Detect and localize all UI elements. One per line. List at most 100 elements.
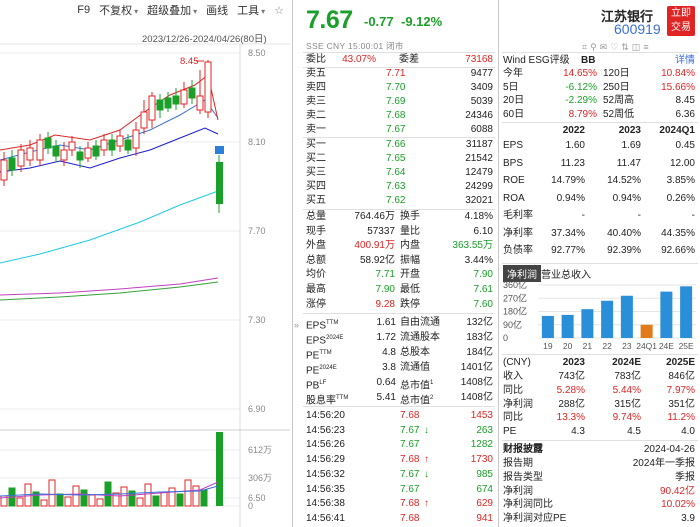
stat-label: 跌停 (400, 298, 420, 310)
kline-chart[interactable]: 2023/12/26-2024/04/26(80日) 8.50 8.10 7.70 7.… (0, 0, 290, 527)
y-tick-label: 270亿 (503, 292, 527, 303)
fin-value: 40.40% (607, 227, 641, 239)
volume-ma-line (0, 481, 219, 499)
financial-row: ROA 0.94% 0.94% 0.26% (503, 192, 697, 206)
x-tick-label: 20 (563, 341, 573, 351)
stat-row: 现手 57337 量比 6.10 (306, 225, 496, 239)
candle-body (44, 137, 52, 149)
financial-row: 毛利率 - - - (503, 209, 697, 223)
report-label: 报告期 (503, 458, 533, 469)
favorite-star-icon[interactable]: ☆ (274, 4, 284, 17)
report-value: 10.02% (661, 499, 695, 511)
trade-now-button[interactable]: 立即 交易 (667, 6, 695, 36)
candle-body (0, 159, 8, 181)
bar[interactable] (680, 286, 693, 338)
ask-label: 卖一 (306, 124, 326, 135)
fundamental-value: 1401亿 (460, 362, 493, 373)
x-tick-label: 23 (622, 341, 632, 351)
toolbar-icons[interactable]: ⌗⚲✉♡⇅◫≡ (582, 42, 652, 52)
tick-row: 14:56:41 7.68 941 (306, 512, 496, 526)
kline-chart-panel[interactable]: 2023/12/26-2024/04/26(80日) 8.50 8.10 7.70 7.… (0, 0, 290, 527)
tick-volume: 1282 (470, 439, 493, 451)
moving-average-line (0, 74, 219, 151)
bar[interactable] (541, 315, 554, 338)
ask-row: 卖四 7.70 3409 (306, 81, 496, 95)
candle-body (156, 99, 164, 111)
stock-code[interactable]: 600919 (614, 21, 661, 37)
candle-body (132, 129, 140, 149)
tools-dropdown[interactable]: 工具 (237, 2, 265, 18)
stock-name: 江苏银行 (601, 9, 654, 24)
bar[interactable] (620, 295, 633, 338)
bar[interactable] (561, 314, 574, 338)
panel-divider[interactable] (292, 0, 293, 527)
candle-body (26, 147, 34, 161)
report-date: 2024-04-26 (643, 444, 695, 455)
tick-time: 14:56:32 (306, 468, 345, 480)
financial-row: 负债率 92.77% 92.39% 92.66% (503, 244, 697, 258)
bar[interactable] (660, 291, 673, 338)
perf-value: -6.12% (565, 81, 597, 93)
fundamental-value: 1.61 (376, 317, 396, 328)
stat-label: 最高 (306, 284, 326, 295)
forecast-row: 净利润 288亿 315亿 351亿 (503, 398, 697, 412)
bid-price: 7.63 (386, 181, 406, 192)
fin-value: 92.77% (551, 245, 585, 256)
candle-body (8, 157, 16, 171)
stat-value: 9.28 (375, 298, 395, 310)
stat-label: 总额 (306, 254, 326, 266)
report-value: 3.9 (681, 513, 695, 525)
bid-row: 买一 7.66 31187 (306, 138, 496, 152)
candle-body (100, 139, 108, 151)
bar[interactable] (601, 300, 614, 338)
stat-label: 振幅 (400, 254, 420, 266)
stat-label: 现手 (306, 225, 326, 237)
esg-rating: BB (581, 55, 596, 66)
fundamental-value: 0.64 (376, 377, 396, 388)
stat-value: 6.10 (473, 225, 493, 237)
bar[interactable] (640, 324, 653, 338)
tab-net-profit[interactable]: 净利润 (503, 265, 541, 282)
tab-revenue[interactable]: 营业总收入 (541, 270, 591, 281)
bid-price: 7.62 (386, 195, 406, 206)
fin-label: BPS (503, 157, 524, 169)
volume-ma-line (0, 485, 219, 497)
volume-bar (144, 483, 152, 507)
perf-value: 14.65% (563, 68, 597, 79)
ask-row: 卖五 7.71 9477 (306, 67, 496, 81)
ask-price: 7.69 (386, 96, 406, 107)
fin-value: 1.69 (621, 140, 641, 151)
panel-divider (498, 0, 499, 527)
forecast-row: 同比 5.28% 5.44% 7.97% (503, 384, 697, 398)
ask-volume: 24346 (465, 110, 493, 121)
ask-volume: 9477 (470, 68, 493, 79)
stat-value: 58.92亿 (359, 254, 395, 266)
last-price: 7.67 (306, 6, 353, 34)
perf-value: 10.84% (661, 68, 695, 79)
f9-button[interactable]: F9 (77, 4, 91, 16)
draw-line-button[interactable]: 画线 (206, 5, 229, 17)
stat-value: 400.91万 (354, 240, 395, 252)
perf-label: 52周高 (603, 95, 635, 106)
adjust-dropdown[interactable]: 不复权 (99, 2, 138, 18)
fundamental-row: EPS2024E 1.72 流通股本 183亿 (306, 331, 496, 346)
tick-time: 14:56:29 (306, 454, 345, 466)
ask-price: 7.68 (386, 110, 406, 121)
fundamental-label: PE2024E (306, 365, 337, 377)
report-value: 季报 (675, 471, 695, 483)
tick-arrow: ↑ (424, 498, 429, 510)
fundamental-row: PBLF 0.64 总市值1 1408亿 (306, 376, 496, 391)
bar[interactable] (581, 309, 594, 338)
esg-detail-link[interactable]: 详情 (675, 55, 695, 66)
stat-label: 换手 (400, 211, 420, 222)
moving-average-line (0, 190, 219, 264)
ask-label: 卖五 (306, 68, 326, 79)
moving-average-line (0, 277, 219, 296)
fin-value: - (581, 210, 585, 221)
tick-time: 14:56:26 (306, 439, 345, 451)
overlay-dropdown[interactable]: 超级叠加 (147, 2, 197, 18)
tick-price: 7.67 (400, 483, 420, 495)
marker-icon[interactable] (215, 146, 224, 154)
expand-arrow-icon[interactable]: » (294, 320, 300, 330)
currency-label: (CNY) (503, 357, 531, 368)
